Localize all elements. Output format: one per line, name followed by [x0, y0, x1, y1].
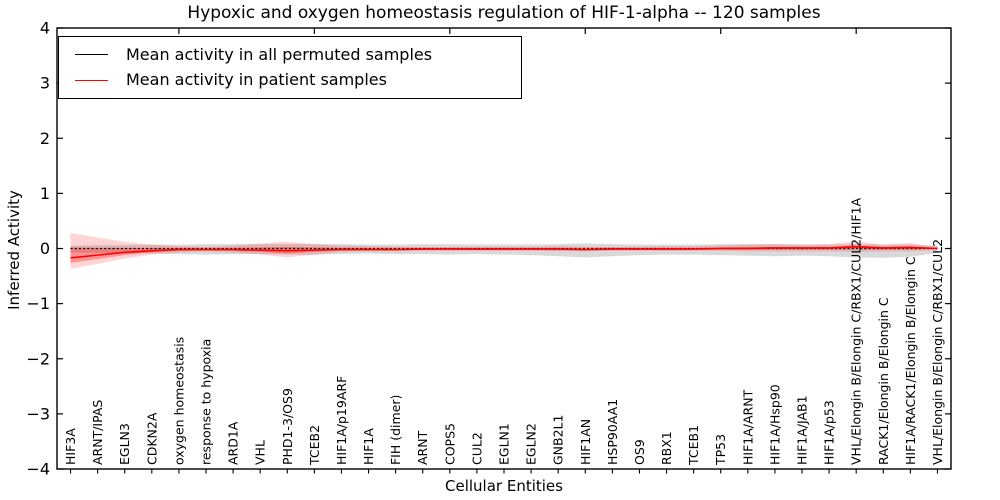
x-category-label: RBX1: [659, 431, 674, 465]
chart-title: Hypoxic and oxygen homeostasis regulatio…: [187, 3, 821, 23]
x-category-label: HIF3A: [63, 428, 78, 465]
y-tick-label: 0: [40, 239, 50, 258]
x-category-label: HSP90AA1: [605, 399, 620, 465]
legend-line-patient-icon: [75, 79, 108, 81]
y-tick-label: 3: [40, 74, 50, 93]
series-line-1: [70, 246, 938, 259]
y-tick-label: 2: [40, 129, 50, 148]
x-category-label: CDKN2A: [144, 412, 159, 465]
x-category-label: oxygen homeostasis: [171, 337, 186, 465]
legend-label-patient: Mean activity in patient samples: [126, 70, 387, 90]
x-category-label: HIF1A: [361, 428, 376, 465]
x-category-label: HIF1A/p19ARF: [334, 376, 349, 465]
y-tick-label: −4: [26, 460, 50, 479]
x-category-label: HIF1A/JAB1: [795, 395, 810, 465]
x-category-label: response to hypoxia: [199, 339, 214, 465]
x-category-label: COPS5: [442, 423, 457, 465]
x-category-label: HIF1AN: [578, 419, 593, 465]
x-category-label: VHL/Elongin B/Elongin C/RBX1/CUL2: [930, 239, 945, 465]
x-category-label: PHD1-3/OS9: [280, 388, 295, 465]
x-category-label: ARNT/IPAS: [90, 400, 105, 465]
band-2: [70, 245, 938, 263]
x-category-label: CUL2: [469, 432, 484, 465]
legend-label-permuted: Mean activity in all permuted samples: [126, 44, 433, 64]
x-category-label: EGLN2: [524, 423, 539, 465]
legend: Mean activity in all permuted samples Me…: [58, 36, 522, 99]
x-category-label: TCEB2: [307, 425, 322, 466]
x-category-label: HIF1A/RACK1/Elongin B/Elongin C: [903, 256, 918, 465]
y-tick-label: −1: [26, 294, 50, 313]
y-tick-label: −3: [26, 404, 50, 423]
x-category-label: OS9: [632, 439, 647, 465]
y-tick-label: −2: [26, 349, 50, 368]
legend-item-permuted: Mean activity in all permuted samples: [75, 44, 521, 64]
x-category-label: HIF1A/Hsp90: [767, 384, 782, 465]
band-0: [70, 243, 938, 258]
legend-item-patient: Mean activity in patient samples: [75, 72, 521, 88]
y-axis-label: Inferred Activity: [5, 190, 23, 310]
y-tick-label: 1: [40, 184, 50, 203]
y-tick-label: 4: [40, 19, 50, 38]
axes-frame: [56, 27, 952, 470]
x-category-label: ARD1A: [226, 421, 241, 465]
x-category-label: GNB2L1: [551, 415, 566, 465]
x-category-label: EGLN1: [497, 423, 512, 465]
x-category-label: VHL: [253, 440, 268, 465]
x-category-label: TCEB1: [686, 425, 701, 466]
x-category-label: HIF1A/p53: [822, 400, 837, 465]
legend-line-permuted-icon: [75, 54, 108, 56]
x-category-label: VHL/Elongin B/Elongin C/RBX1/CUL2/HIF1A: [849, 197, 864, 465]
band-1: [70, 233, 938, 269]
x-category-label: RACK1/Elongin B/Elongin C: [876, 297, 891, 465]
x-category-label: FIH (dimer): [388, 395, 403, 465]
x-category-label: ARNT: [415, 430, 430, 465]
x-category-label: EGLN3: [117, 423, 132, 465]
x-category-label: TP53: [713, 434, 728, 466]
x-category-label: HIF1A/ARNT: [740, 389, 755, 465]
x-axis-label: Cellular Entities: [445, 477, 563, 495]
